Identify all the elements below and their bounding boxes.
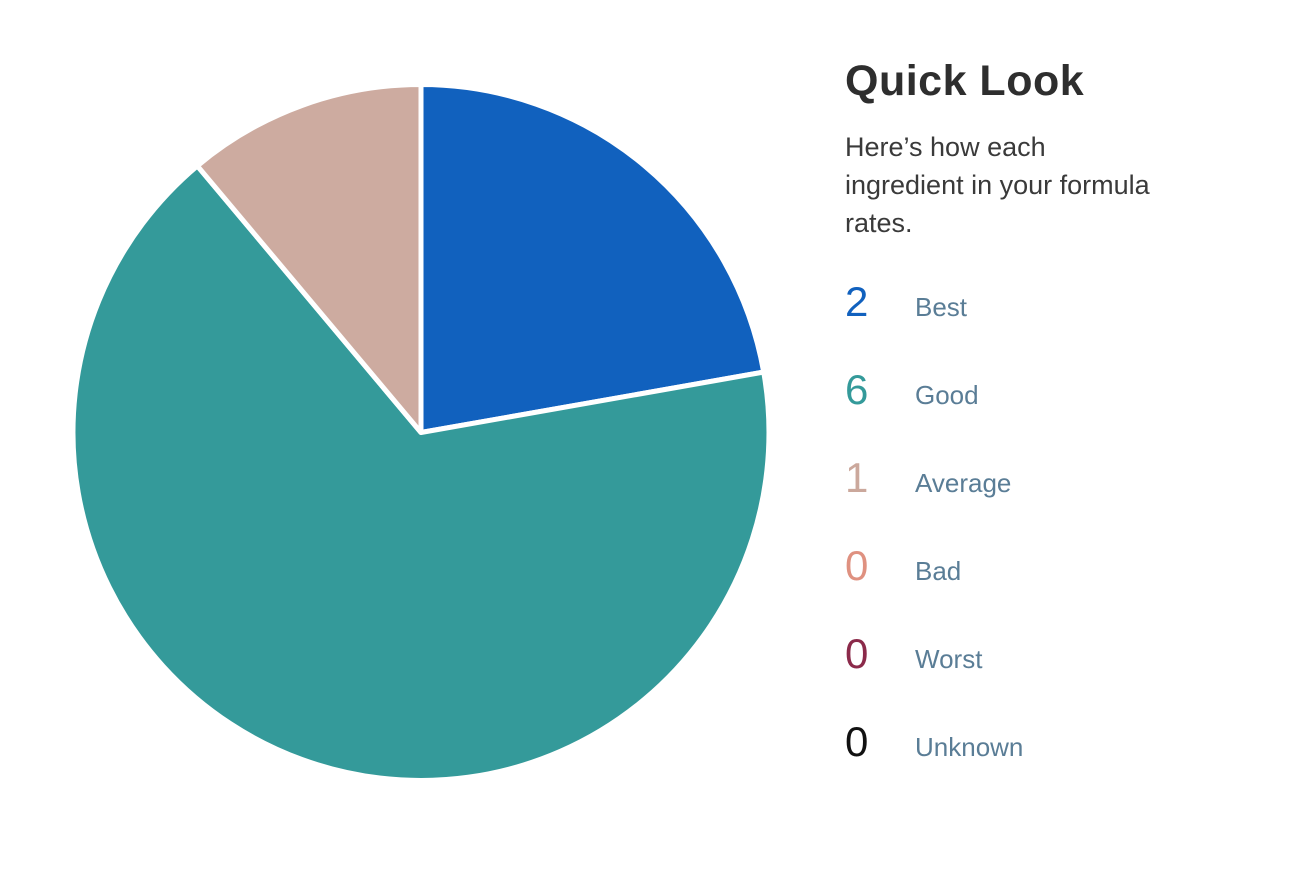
legend-row: 0 Unknown [845, 721, 1235, 763]
subtitle-line: Here’s how each [845, 132, 1046, 162]
legend-label: Best [915, 292, 968, 322]
page-title: Quick Look [845, 57, 1085, 105]
quick-look-panel: Quick Look Here’s how each ingredient in… [845, 60, 1235, 763]
pie-slice-average [194, 82, 424, 435]
legend-count: 0 [845, 630, 869, 677]
panel-subtitle: Here’s how each ingredient in your formu… [845, 128, 1235, 242]
legend-label: Good [915, 380, 979, 410]
subtitle-line: rates. [845, 208, 913, 238]
pie-slice-best [418, 82, 767, 435]
subtitle-line: ingredient in your formula [845, 170, 1150, 200]
legend-label: Unknown [915, 732, 1024, 762]
legend-count: 0 [845, 542, 869, 589]
legend-row: 0 Bad [845, 545, 1235, 587]
legend-row: 1 Average [845, 457, 1235, 499]
legend-count: 1 [845, 454, 869, 501]
legend-row: 0 Worst [845, 633, 1235, 675]
legend-row: 6 Good [845, 369, 1235, 411]
legend-row: 2 Best [845, 281, 1235, 323]
legend-count: 2 [845, 278, 869, 325]
pie-slices [70, 82, 772, 783]
legend-count: 0 [845, 718, 869, 765]
legend-list: 2 Best 6 Good 1 Average 0 Bad 0 Worst 0 … [845, 281, 1235, 763]
legend-count: 6 [845, 366, 869, 413]
legend-label: Worst [915, 644, 983, 674]
legend-label: Average [915, 468, 1012, 498]
pie-slice-good [70, 163, 772, 783]
legend-label: Bad [915, 556, 962, 586]
